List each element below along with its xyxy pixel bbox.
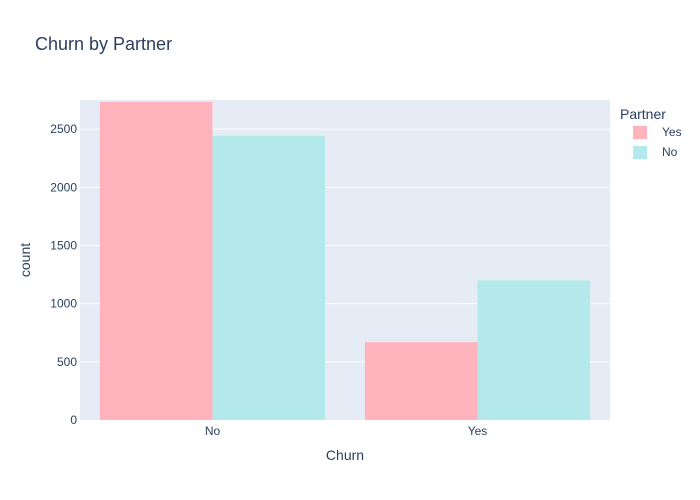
y-tick-label: 0 [70,413,77,427]
y-tick-labels: 0 500 1000 1500 2000 2500 [50,122,77,427]
legend[interactable]: Partner Yes No [620,106,682,159]
legend-swatch[interactable] [633,146,647,159]
x-axis-label: Churn [326,447,364,463]
x-tick-labels: No Yes [205,424,487,438]
y-tick-label: 1500 [50,238,77,252]
bar-no-partner-no[interactable] [212,135,326,420]
x-tick-label: Yes [468,424,488,438]
bar-yes-partner-no[interactable] [477,280,591,420]
legend-label[interactable]: No [662,145,678,159]
y-axis-label: count [17,243,33,277]
bars [99,101,591,420]
bar-no-partner-yes[interactable] [99,101,213,420]
bar-yes-partner-yes[interactable] [364,342,478,420]
y-tick-label: 2500 [50,122,77,136]
legend-title: Partner [620,106,666,122]
legend-swatch[interactable] [633,126,647,139]
y-tick-label: 1000 [50,297,77,311]
legend-label[interactable]: Yes [662,125,682,139]
y-tick-label: 2000 [50,180,77,194]
x-tick-label: No [205,424,221,438]
y-tick-label: 500 [57,355,77,369]
chart-title: Churn by Partner [35,34,172,54]
